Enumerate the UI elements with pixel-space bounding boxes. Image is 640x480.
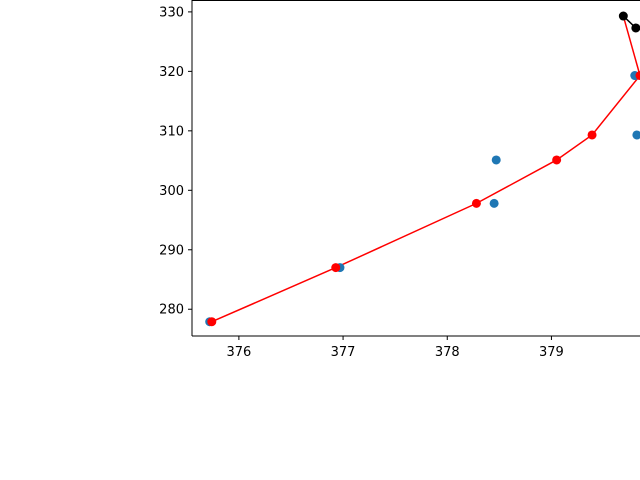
series-layer: [205, 11, 640, 327]
y-tick-label-4: 320: [159, 65, 184, 80]
series-1-line: [211, 75, 640, 323]
y-tick-label-0: 280: [159, 303, 184, 318]
series-3-line: [622, 15, 640, 76]
series-0-point-3: [491, 155, 501, 165]
x-tick-label-1: 377: [331, 345, 356, 360]
x-tick-label-0: 376: [226, 345, 251, 360]
y-tick-label-1: 290: [159, 243, 184, 258]
plot-area: [192, 0, 640, 336]
series-0-point-2: [489, 198, 499, 208]
series-0-point-5: [632, 130, 640, 140]
series-1-point-0: [207, 317, 217, 327]
series-2-point-1: [631, 23, 640, 33]
y-tick-label-2: 300: [159, 184, 184, 199]
series-1-point-5: [635, 71, 640, 81]
series-1-point-3: [552, 155, 562, 165]
series-1-point-2: [471, 198, 481, 208]
series-1-point-4: [587, 130, 597, 140]
x-tick-label-2: 378: [435, 345, 460, 360]
x-tick-label-3: 379: [539, 345, 564, 360]
y-tick-label-3: 310: [159, 124, 184, 139]
axes-layer: 376377378379380280290300310320330: [159, 0, 640, 360]
series-2-point-0: [618, 11, 628, 21]
y-tick-label-5: 330: [159, 5, 184, 20]
series-1-point-1: [331, 263, 341, 273]
